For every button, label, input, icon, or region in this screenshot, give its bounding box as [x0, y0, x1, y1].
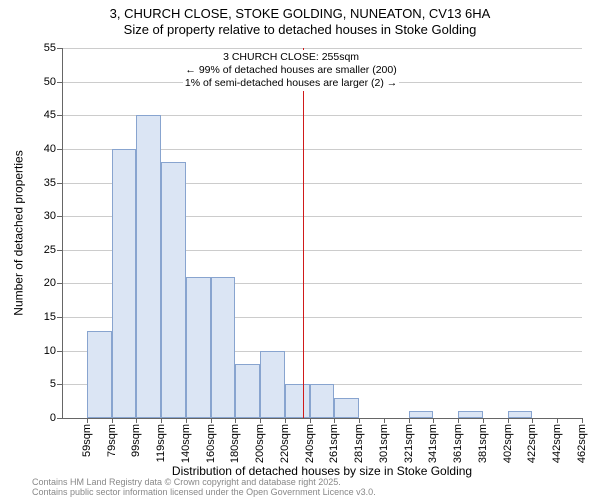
annotation-line: ← 99% of detached houses are smaller (20… — [185, 64, 397, 77]
y-tick-label: 35 — [32, 177, 56, 189]
y-tick-label: 45 — [32, 109, 56, 121]
x-tick-label: 301sqm — [378, 424, 390, 463]
histogram-bar — [310, 384, 335, 418]
y-axis-label: Number of detached properties — [12, 48, 26, 418]
chart-plot-area: 051015202530354045505559sqm79sqm99sqm119… — [62, 48, 582, 418]
y-tick-label: 10 — [32, 345, 56, 357]
x-tick-label: 240sqm — [304, 424, 316, 463]
histogram-bar — [260, 351, 285, 418]
title-line-2: Size of property relative to detached ho… — [0, 22, 600, 38]
chart-footer: Contains HM Land Registry data © Crown c… — [32, 478, 376, 498]
x-tick-label: 321sqm — [403, 424, 415, 463]
y-tick-label: 40 — [32, 143, 56, 155]
gridline — [62, 48, 582, 49]
histogram-bar — [409, 411, 434, 418]
x-tick-label: 261sqm — [328, 424, 340, 463]
x-tick-label: 160sqm — [205, 424, 217, 463]
histogram-bar — [285, 384, 310, 418]
x-tick-label: 180sqm — [229, 424, 241, 463]
y-axis-line — [62, 48, 63, 418]
histogram-bar — [112, 149, 137, 418]
histogram-bar — [458, 411, 483, 418]
chart-title: 3, CHURCH CLOSE, STOKE GOLDING, NUNEATON… — [0, 6, 600, 39]
x-tick-label: 119sqm — [155, 424, 167, 462]
x-tick-label: 402sqm — [502, 424, 514, 463]
x-axis-label: Distribution of detached houses by size … — [62, 464, 582, 478]
x-tick-label: 220sqm — [279, 424, 291, 463]
x-tick-label: 442sqm — [551, 424, 563, 463]
y-tick-label: 30 — [32, 210, 56, 222]
histogram-bar — [334, 398, 359, 418]
x-tick-label: 361sqm — [452, 424, 464, 463]
histogram-bar — [87, 331, 112, 418]
x-tick-label: 381sqm — [477, 424, 489, 463]
annotation-line: 1% of semi-detached houses are larger (2… — [185, 77, 397, 90]
x-axis-line — [62, 418, 582, 419]
x-tick-label: 59sqm — [81, 424, 93, 457]
y-tick-label: 50 — [32, 76, 56, 88]
histogram-bar — [211, 277, 236, 418]
y-tick-label: 0 — [32, 412, 56, 424]
y-tick-label: 5 — [32, 378, 56, 390]
y-tick-label: 25 — [32, 244, 56, 256]
y-tick-label: 20 — [32, 277, 56, 289]
marker-line — [303, 48, 304, 418]
y-tick-label: 55 — [32, 42, 56, 54]
x-tick-label: 281sqm — [353, 424, 365, 463]
x-tick-label: 99sqm — [130, 424, 142, 457]
x-tick-label: 79sqm — [106, 424, 118, 457]
annotation-line: 3 CHURCH CLOSE: 255sqm — [185, 51, 397, 64]
x-tick-label: 422sqm — [526, 424, 538, 463]
title-line-1: 3, CHURCH CLOSE, STOKE GOLDING, NUNEATON… — [0, 6, 600, 22]
x-tick-label: 462sqm — [576, 424, 588, 463]
x-tick-label: 140sqm — [180, 424, 192, 463]
x-tick-label: 341sqm — [427, 424, 439, 463]
footer-line-2: Contains public sector information licen… — [32, 488, 376, 498]
y-tick-label: 15 — [32, 311, 56, 323]
x-tick-label: 200sqm — [254, 424, 266, 463]
histogram-bar — [235, 364, 260, 418]
marker-annotation: 3 CHURCH CLOSE: 255sqm← 99% of detached … — [183, 50, 399, 91]
histogram-bar — [161, 162, 186, 418]
x-tick-mark — [582, 418, 583, 423]
histogram-bar — [508, 411, 533, 418]
histogram-bar — [136, 115, 161, 418]
histogram-bar — [186, 277, 211, 418]
